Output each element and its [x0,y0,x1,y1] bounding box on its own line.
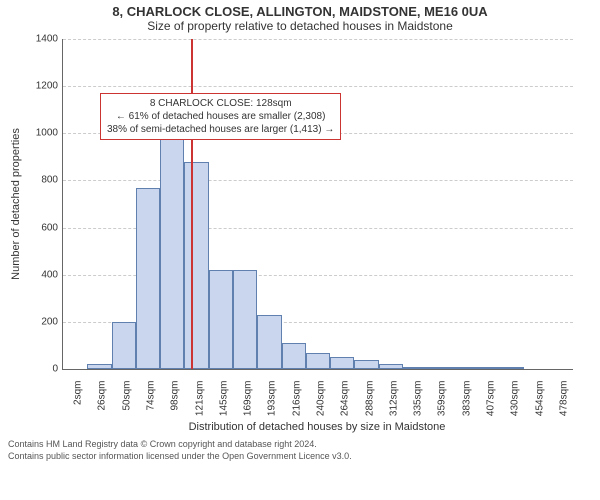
x-tick-label: 240sqm [316,381,327,417]
grid-line [63,39,573,40]
x-tick-label: 98sqm [170,381,181,411]
x-tick-label: 121sqm [194,381,205,417]
histogram-bar [306,353,330,370]
histogram-bar [209,270,233,369]
x-tick-label: 74sqm [146,381,157,411]
y-tick-label: 1200 [0,81,58,92]
histogram-bar [160,131,184,369]
x-tick-label: 145sqm [218,381,229,417]
x-tick-label: 335sqm [413,381,424,417]
histogram-bar [354,360,378,369]
annotation-line: 8 CHARLOCK CLOSE: 128sqm [107,97,334,110]
grid-line [63,180,573,181]
y-axis-label: Number of detached properties [10,128,22,280]
histogram-bar [330,357,354,369]
annotation-box: 8 CHARLOCK CLOSE: 128sqm← 61% of detache… [100,93,341,140]
credits-line1: Contains HM Land Registry data © Crown c… [8,439,592,451]
credits-line2: Contains public sector information licen… [8,451,592,463]
y-tick-label: 400 [0,269,58,280]
x-tick-label: 2sqm [73,381,84,405]
y-tick-label: 1400 [0,34,58,45]
histogram-bar [136,188,160,370]
annotation-line: 38% of semi-detached houses are larger (… [107,123,334,136]
histogram-bar [282,343,306,369]
histogram-bar [427,367,451,369]
histogram-bar [379,364,403,369]
histogram-bar [257,315,281,369]
x-tick-label: 216sqm [291,381,302,417]
x-tick-label: 407sqm [486,381,497,417]
credits: Contains HM Land Registry data © Crown c… [0,435,600,462]
x-tick-label: 383sqm [461,381,472,417]
histogram-bar [403,367,427,369]
x-tick-label: 430sqm [510,381,521,417]
x-tick-label: 288sqm [364,381,375,417]
y-tick-label: 1000 [0,128,58,139]
histogram-chart: 0 200 400 600 800 1000 1200 1400 2sqm 26sqm 50sqm 7… [0,33,600,435]
y-tick-label: 200 [0,316,58,327]
x-tick-label: 169sqm [243,381,254,417]
subtitle: Size of property relative to detached ho… [0,19,600,33]
y-tick-label: 800 [0,175,58,186]
histogram-bar [184,162,208,369]
x-tick-label: 193sqm [267,381,278,417]
x-tick-label: 50sqm [121,381,132,411]
histogram-bar [112,322,136,369]
x-tick-label: 478sqm [558,381,569,417]
y-tick-label: 0 [0,364,58,375]
histogram-bar [452,367,476,369]
annotation-line: ← 61% of detached houses are smaller (2,… [107,110,334,123]
histogram-bar [233,270,257,369]
x-tick-label: 26sqm [97,381,108,411]
histogram-bar [87,364,111,369]
x-axis-label: Distribution of detached houses by size … [189,421,446,433]
reference-line [191,39,193,369]
title: 8, CHARLOCK CLOSE, ALLINGTON, MAIDSTONE,… [0,4,600,19]
x-tick-label: 312sqm [388,381,399,417]
histogram-bar [500,367,524,369]
x-tick-label: 359sqm [437,381,448,417]
plot-area [62,39,573,370]
y-tick-label: 600 [0,222,58,233]
x-tick-label: 454sqm [534,381,545,417]
grid-line [63,86,573,87]
x-tick-label: 264sqm [340,381,351,417]
histogram-bar [476,367,500,369]
